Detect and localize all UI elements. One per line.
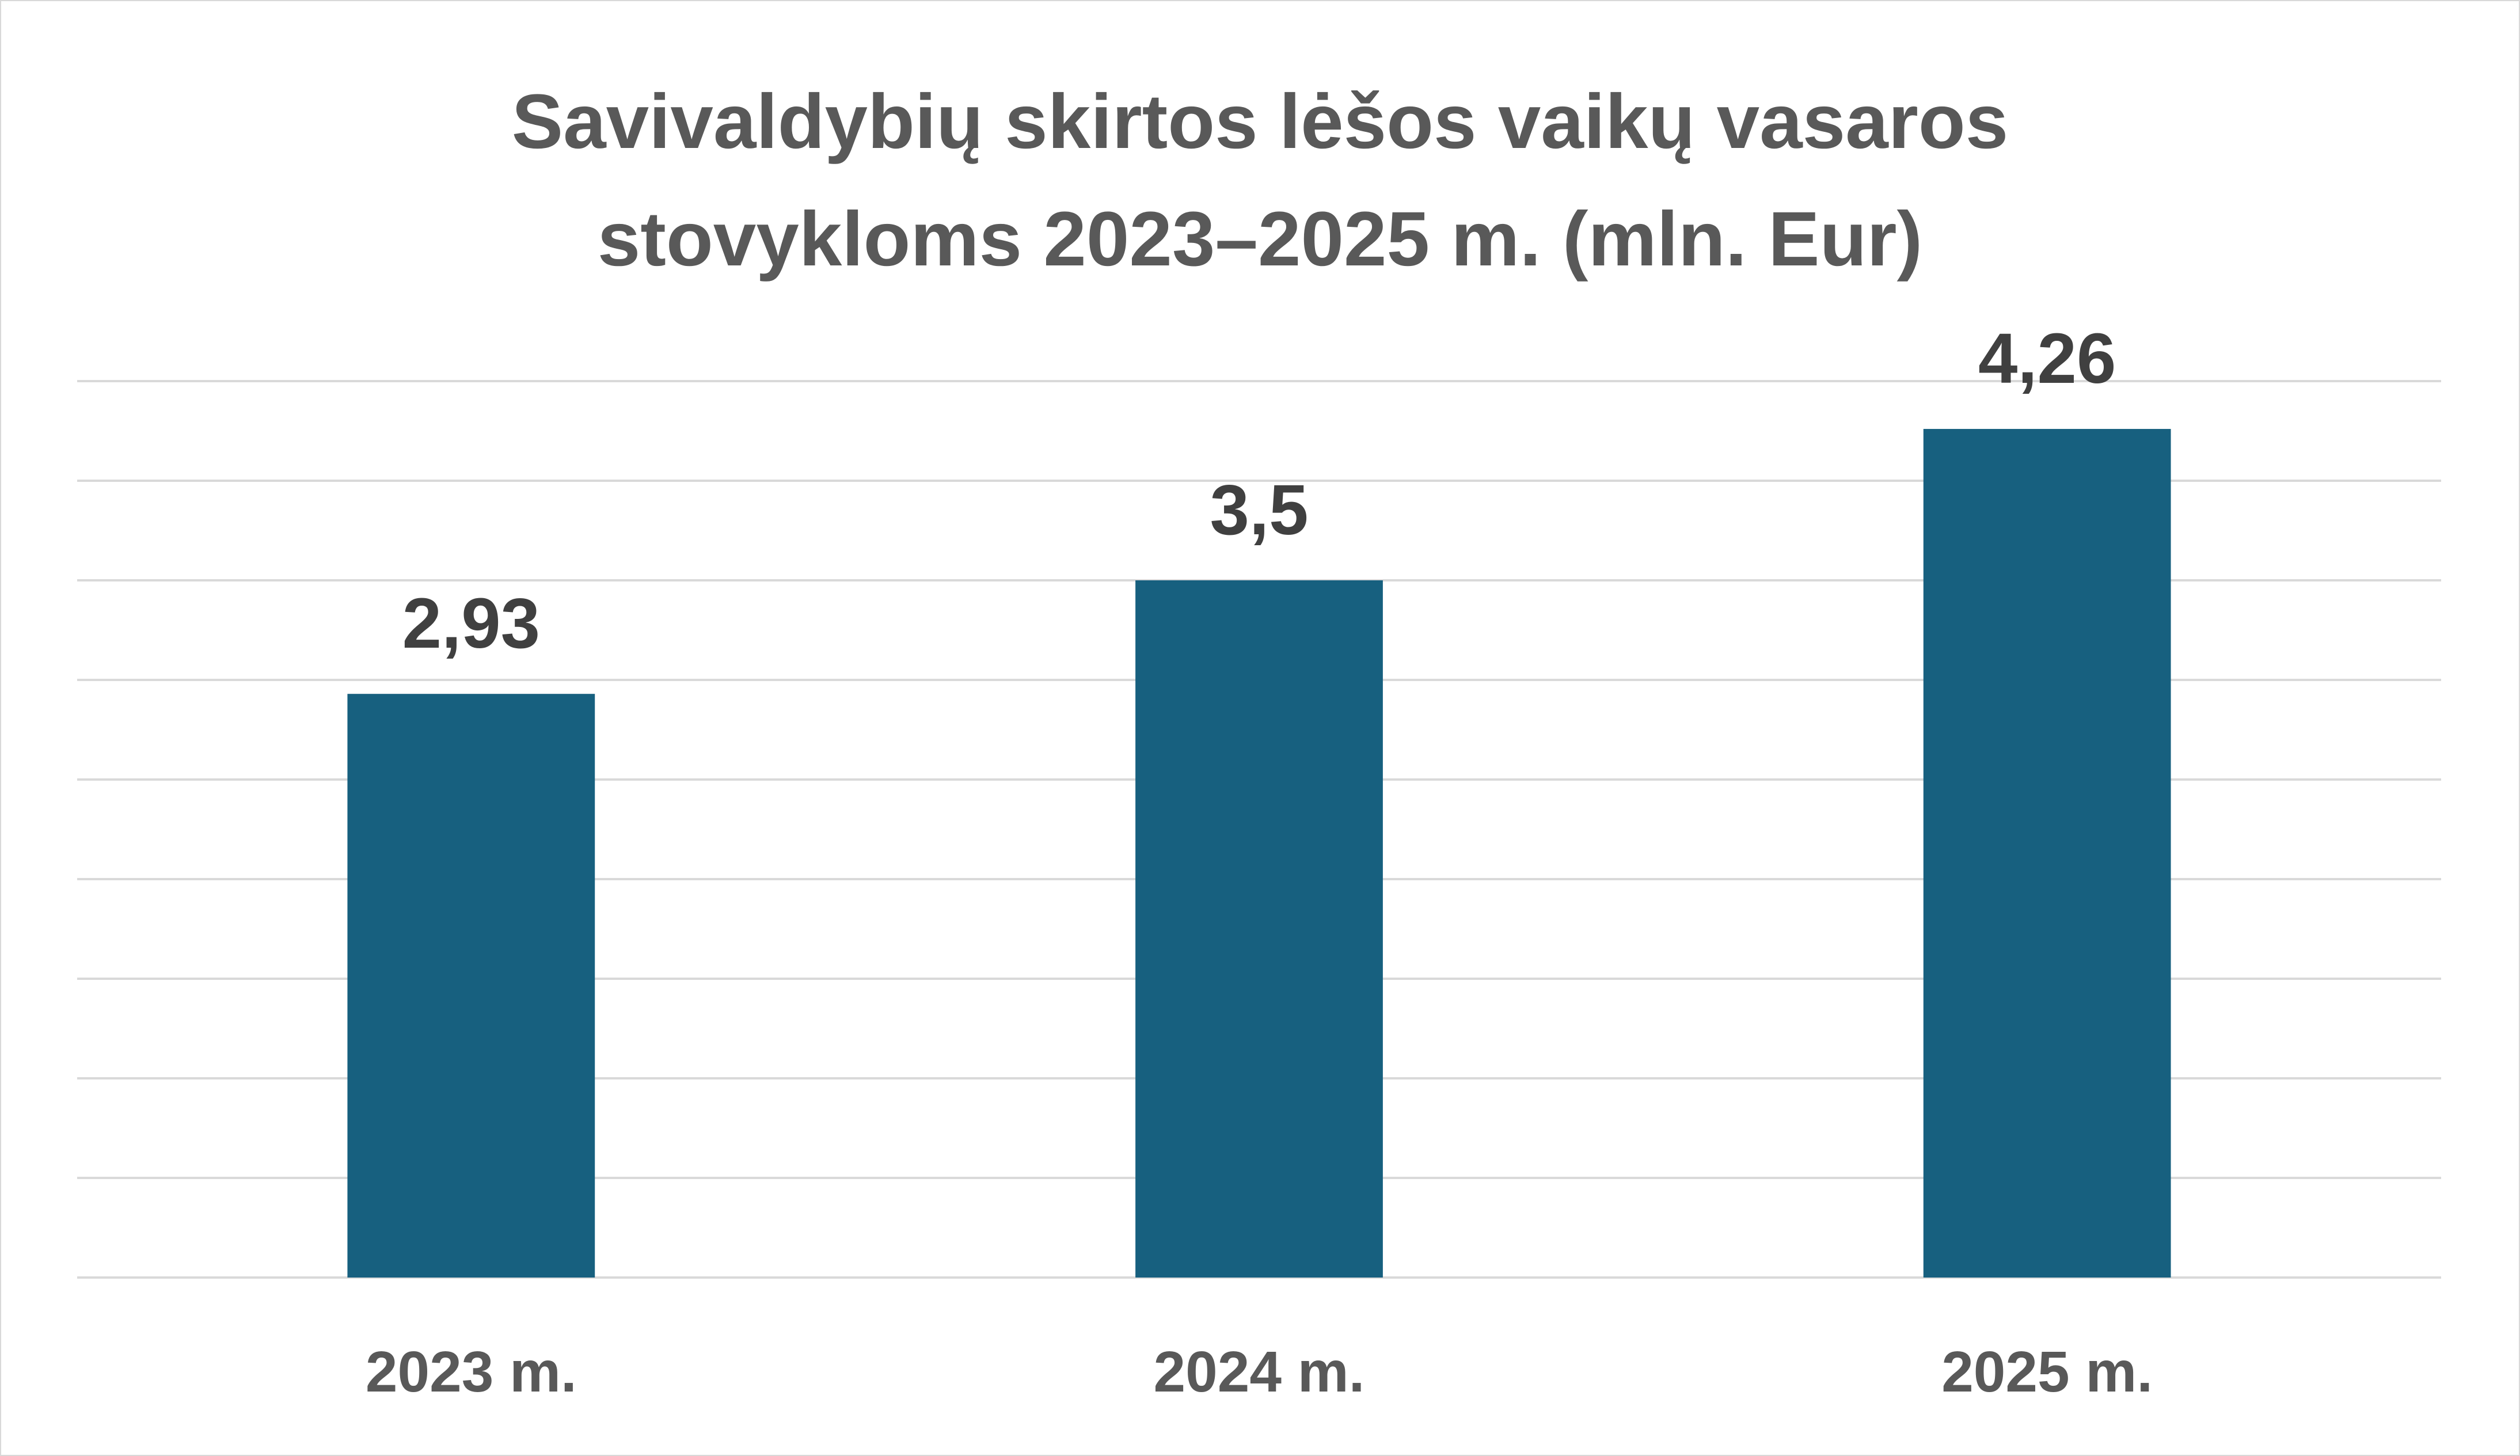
value-label: 4,26 <box>1978 320 2116 398</box>
bar <box>1135 580 1383 1278</box>
bar <box>1923 429 2171 1278</box>
x-tick-label: 2025 m. <box>1941 1340 2153 1404</box>
value-label: 3,5 <box>1210 471 1309 550</box>
x-tick-label: 2023 m. <box>366 1340 577 1404</box>
value-label: 2,93 <box>402 584 540 663</box>
bar <box>347 694 595 1278</box>
x-tick-label: 2024 m. <box>1154 1340 1365 1404</box>
chart-title: Savivaldybių skirtos lėšos vaikų vasaros… <box>511 79 2009 282</box>
